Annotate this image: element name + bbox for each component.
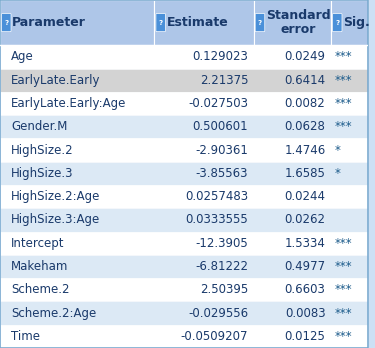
Text: 0.6603: 0.6603 [285, 283, 326, 296]
Text: 0.0257483: 0.0257483 [185, 190, 248, 203]
Text: 2.50395: 2.50395 [200, 283, 248, 296]
Text: Sig.: Sig. [343, 16, 370, 29]
Text: 0.0125: 0.0125 [285, 330, 326, 343]
Text: 0.0249: 0.0249 [284, 50, 326, 63]
Text: 0.0262: 0.0262 [284, 213, 326, 227]
Bar [154, 0, 254, 45]
Bar [254, 0, 331, 45]
Text: Age: Age [11, 50, 34, 63]
Text: ***: *** [334, 74, 352, 87]
Bar [0, 301, 368, 325]
Text: 1.6585: 1.6585 [285, 167, 326, 180]
Text: ?: ? [4, 19, 8, 26]
Text: ?: ? [335, 19, 339, 26]
Bar [0, 325, 368, 348]
Text: ***: *** [334, 97, 352, 110]
Text: -0.027503: -0.027503 [188, 97, 248, 110]
Text: EarlyLate.Early: EarlyLate.Early [11, 74, 100, 87]
Text: ***: *** [334, 120, 352, 133]
Bar [0, 45, 368, 69]
Text: 0.129023: 0.129023 [192, 50, 248, 63]
Text: HighSize.3:Age: HighSize.3:Age [11, 213, 100, 227]
Text: ***: *** [334, 50, 352, 63]
Text: ***: *** [334, 330, 352, 343]
Text: Scheme.2:Age: Scheme.2:Age [11, 307, 96, 319]
Bar [331, 0, 368, 45]
FancyBboxPatch shape [156, 14, 165, 32]
Text: ***: *** [334, 283, 352, 296]
Text: 2.21375: 2.21375 [200, 74, 248, 87]
Text: 0.0333555: 0.0333555 [186, 213, 248, 227]
Text: -0.029556: -0.029556 [188, 307, 248, 319]
Bar [0, 231, 368, 255]
Text: Gender.M: Gender.M [11, 120, 68, 133]
Bar [0, 208, 368, 231]
Text: 0.0083: 0.0083 [285, 307, 326, 319]
FancyBboxPatch shape [332, 14, 342, 32]
Text: 0.0628: 0.0628 [285, 120, 326, 133]
Text: Makeham: Makeham [11, 260, 68, 273]
Text: 0.500601: 0.500601 [193, 120, 248, 133]
Bar [0, 185, 368, 208]
Bar [0, 255, 368, 278]
Text: -6.81222: -6.81222 [195, 260, 248, 273]
Text: *: * [334, 143, 340, 157]
Text: ?: ? [258, 19, 262, 26]
Text: HighSize.3: HighSize.3 [11, 167, 74, 180]
Bar [0, 115, 368, 139]
Bar [0, 162, 368, 185]
Text: -0.0509207: -0.0509207 [181, 330, 248, 343]
Text: -2.90361: -2.90361 [195, 143, 248, 157]
Text: -3.85563: -3.85563 [196, 167, 248, 180]
Text: 0.6414: 0.6414 [284, 74, 326, 87]
Text: HighSize.2:Age: HighSize.2:Age [11, 190, 100, 203]
Text: Parameter: Parameter [12, 16, 86, 29]
Text: -12.3905: -12.3905 [195, 237, 248, 250]
Text: HighSize.2: HighSize.2 [11, 143, 74, 157]
Bar [0, 92, 368, 115]
Bar [0, 139, 368, 162]
Text: ?: ? [159, 19, 163, 26]
Bar [0, 278, 368, 301]
Text: Scheme.2: Scheme.2 [11, 283, 69, 296]
Text: Intercept: Intercept [11, 237, 64, 250]
FancyBboxPatch shape [255, 14, 265, 32]
Text: 1.4746: 1.4746 [284, 143, 326, 157]
Bar [0, 0, 154, 45]
Text: EarlyLate.Early:Age: EarlyLate.Early:Age [11, 97, 126, 110]
Text: 0.4977: 0.4977 [284, 260, 326, 273]
Text: 0.0244: 0.0244 [284, 190, 326, 203]
Text: ***: *** [334, 307, 352, 319]
Bar [0, 69, 368, 92]
Text: Time: Time [11, 330, 40, 343]
FancyBboxPatch shape [2, 14, 11, 32]
Text: ***: *** [334, 260, 352, 273]
Text: *: * [334, 167, 340, 180]
Text: Estimate: Estimate [166, 16, 228, 29]
Text: 0.0082: 0.0082 [285, 97, 326, 110]
Text: Standard
error: Standard error [266, 9, 330, 36]
Text: ***: *** [334, 237, 352, 250]
Text: 1.5334: 1.5334 [285, 237, 326, 250]
